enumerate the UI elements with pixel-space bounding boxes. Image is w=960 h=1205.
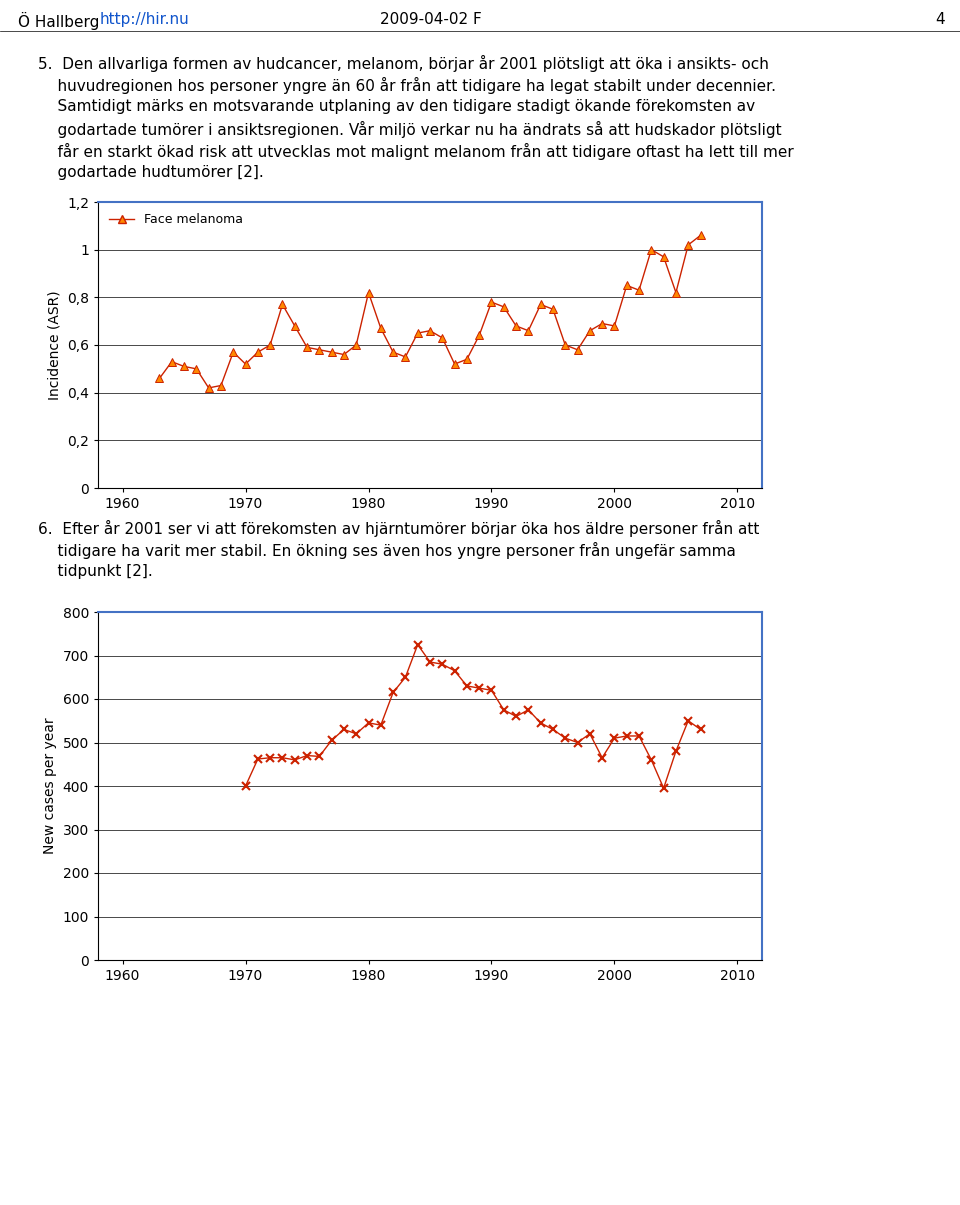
Text: tidpunkt [2].: tidpunkt [2]. — [38, 564, 153, 578]
Y-axis label: New cases per year: New cases per year — [43, 718, 57, 854]
Text: Samtidigt märks en motsvarande utplaning av den tidigare stadigt ökande förekoms: Samtidigt märks en motsvarande utplaning… — [38, 99, 756, 114]
Text: http://hir.nu: http://hir.nu — [100, 12, 190, 27]
Text: godartade hudtumörer [2].: godartade hudtumörer [2]. — [38, 165, 264, 180]
Text: får en starkt ökad risk att utvecklas mot malignt melanom från att tidigare ofta: får en starkt ökad risk att utvecklas mo… — [38, 143, 794, 160]
Y-axis label: Incidence (ASR): Incidence (ASR) — [47, 290, 61, 400]
Legend: Face melanoma: Face melanoma — [105, 208, 249, 231]
Text: huvudregionen hos personer yngre än 60 år från att tidigare ha legat stabilt und: huvudregionen hos personer yngre än 60 å… — [38, 77, 776, 94]
Text: tidigare ha varit mer stabil. En ökning ses även hos yngre personer från ungefär: tidigare ha varit mer stabil. En ökning … — [38, 542, 736, 559]
Text: 6.  Efter år 2001 ser vi att förekomsten av hjärntumörer börjar öka hos äldre pe: 6. Efter år 2001 ser vi att förekomsten … — [38, 521, 759, 537]
Text: godartade tumörer i ansiktsregionen. Vår miljö verkar nu ha ändrats så att hudsk: godartade tumörer i ansiktsregionen. Vår… — [38, 120, 781, 139]
Text: 4: 4 — [935, 12, 945, 27]
Text: 2009-04-02 F: 2009-04-02 F — [380, 12, 482, 27]
Text: 5.  Den allvarliga formen av hudcancer, melanom, börjar år 2001 plötsligt att ök: 5. Den allvarliga formen av hudcancer, m… — [38, 55, 769, 72]
Text: Ö Hallberg: Ö Hallberg — [18, 12, 105, 30]
